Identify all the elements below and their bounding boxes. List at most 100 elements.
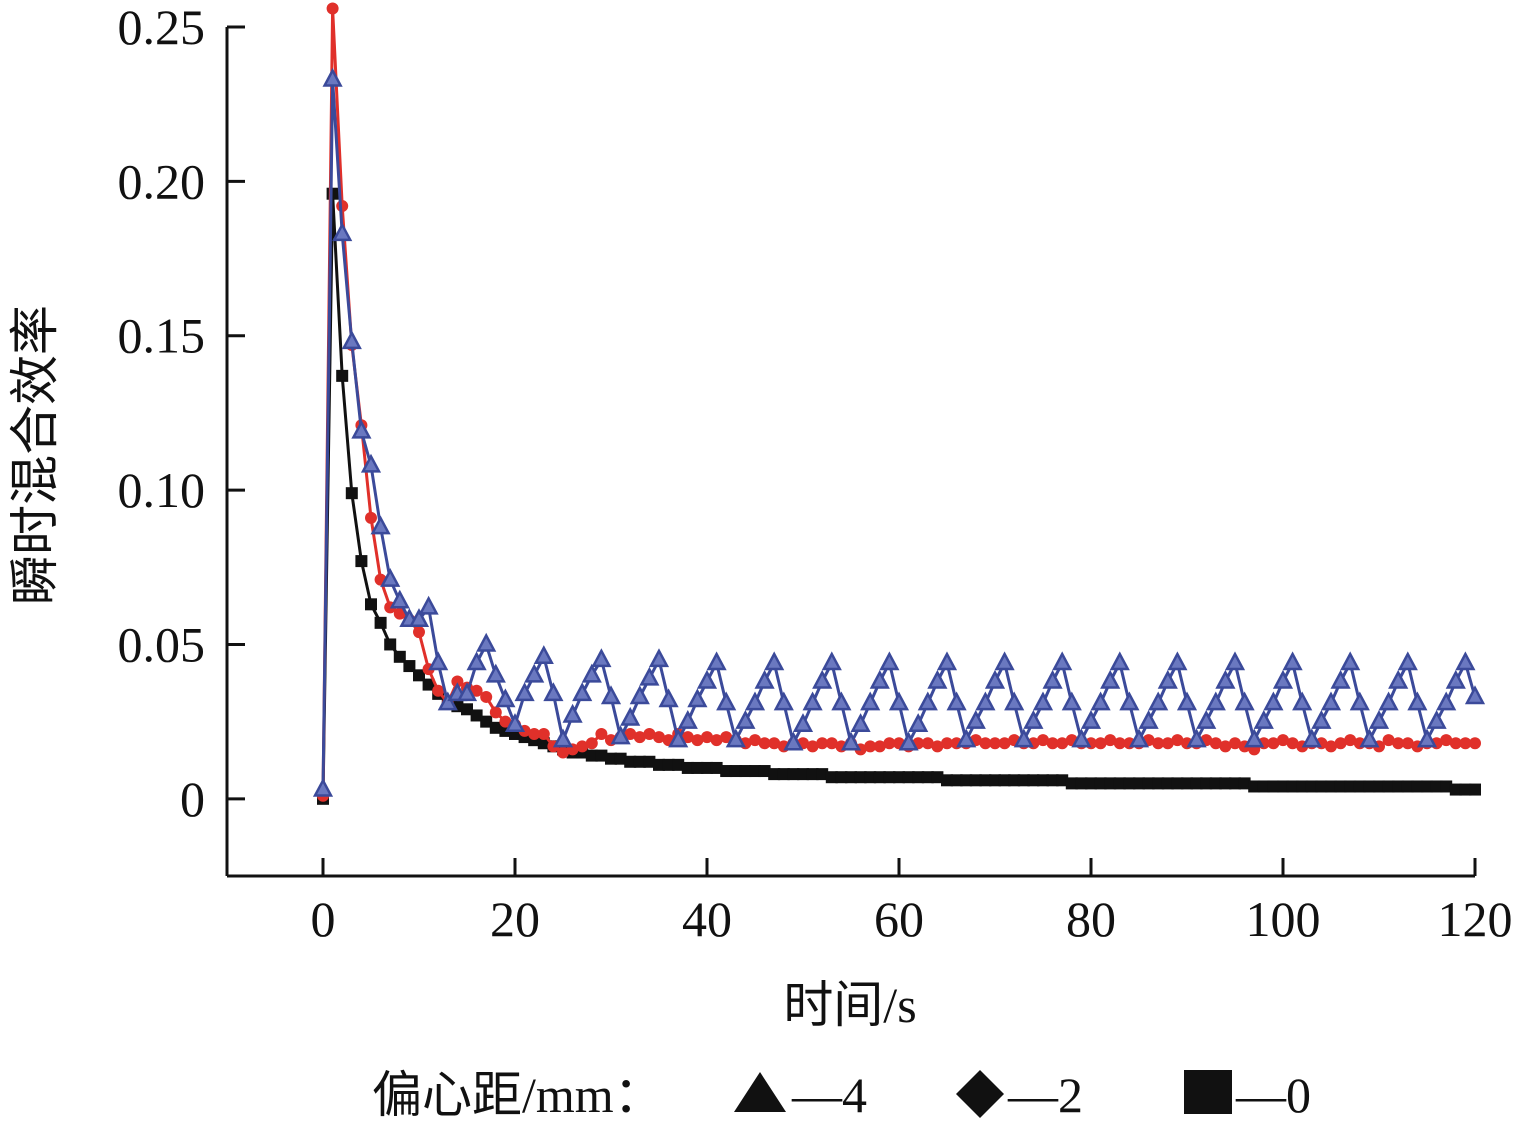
data-point-4	[581, 663, 602, 683]
legend-marker-diamond	[956, 1070, 1004, 1118]
data-point-0	[393, 650, 406, 663]
data-point-4	[533, 645, 554, 665]
data-point-2	[1037, 734, 1049, 747]
data-point-4	[850, 713, 871, 732]
data-point-4	[860, 691, 881, 711]
data-point-0	[470, 709, 483, 722]
data-point-4	[591, 648, 612, 668]
data-point-0	[1200, 777, 1213, 790]
data-point-0	[1363, 780, 1376, 793]
data-point-2	[470, 684, 483, 697]
data-point-4	[1119, 691, 1140, 711]
data-point-4	[572, 682, 593, 702]
data-point-2	[653, 731, 665, 744]
x-tick-label: 60	[874, 891, 924, 947]
data-point-0	[739, 765, 752, 778]
data-point-4	[322, 67, 343, 87]
data-point-4	[1301, 728, 1322, 748]
data-point-0	[384, 638, 397, 651]
data-point-2	[1334, 737, 1347, 750]
data-point-0	[768, 768, 781, 781]
data-point-0	[729, 765, 742, 778]
data-point-4	[437, 691, 458, 711]
data-point-2	[1046, 737, 1059, 750]
data-point-0	[1449, 783, 1462, 796]
data-point-0	[720, 765, 733, 778]
y-tick-label: 0.10	[118, 462, 206, 518]
data-point-0	[1094, 777, 1107, 790]
data-point-0	[1421, 780, 1433, 793]
data-point-0	[921, 771, 934, 784]
data-point-4	[1234, 691, 1255, 711]
data-point-0	[710, 761, 723, 774]
data-point-0	[777, 768, 790, 781]
data-point-4	[360, 453, 382, 473]
data-point-0	[662, 758, 675, 771]
data-point-4	[1042, 669, 1063, 689]
data-point-4	[1455, 651, 1476, 671]
data-point-4	[1368, 709, 1390, 729]
data-point-4	[1445, 669, 1466, 689]
data-point-0	[624, 755, 637, 768]
data-point-4	[351, 419, 372, 439]
data-point-0	[883, 771, 896, 784]
data-point-0	[873, 771, 886, 784]
data-point-0	[1209, 777, 1222, 790]
data-point-0	[864, 771, 877, 784]
data-point-4	[408, 608, 430, 628]
data-point-0	[643, 755, 656, 768]
data-point-0	[422, 678, 435, 691]
data-point-4	[1263, 691, 1284, 711]
data-point-4	[1426, 709, 1447, 729]
data-point-0	[1219, 777, 1232, 790]
data-point-4	[543, 682, 564, 702]
data-point-4	[629, 685, 650, 705]
data-point-0	[1440, 780, 1453, 793]
legend: 偏心距/mm： —4 —2 —0	[372, 1067, 1311, 1122]
data-point-0	[797, 768, 809, 781]
data-point-4	[687, 688, 708, 708]
data-point-2	[720, 731, 733, 744]
data-point-4	[312, 777, 334, 797]
data-point-2	[1056, 737, 1069, 750]
data-point-2	[710, 734, 723, 747]
data-point-4	[1205, 691, 1226, 711]
data-point-0	[1123, 777, 1136, 790]
x-axis-label: 时间/s	[783, 977, 916, 1033]
data-point-0	[1401, 780, 1414, 793]
data-point-4	[773, 691, 794, 711]
data-point-4	[418, 595, 439, 615]
data-point-0	[854, 771, 867, 784]
data-point-2	[365, 511, 377, 524]
data-point-4	[1253, 709, 1274, 729]
series-0	[317, 187, 1481, 805]
data-point-0	[614, 752, 627, 765]
data-point-4	[600, 685, 622, 705]
data-point-4	[1282, 651, 1303, 671]
data-point-0	[989, 774, 1001, 787]
data-point-2	[768, 737, 781, 750]
data-point-0	[1373, 780, 1385, 793]
data-point-0	[1142, 777, 1155, 790]
data-point-4	[466, 651, 487, 671]
data-point-2	[864, 740, 877, 753]
data-point-2	[489, 706, 502, 719]
data-point-0	[1430, 780, 1443, 793]
data-point-0	[672, 758, 685, 771]
data-point-4	[783, 731, 804, 751]
data-point-0	[787, 768, 800, 781]
data-point-0	[1161, 777, 1174, 790]
data-point-2	[1382, 734, 1395, 747]
data-point-2	[681, 731, 694, 744]
data-point-4	[1436, 691, 1457, 711]
data-point-0	[749, 765, 761, 778]
data-point-0	[1286, 780, 1299, 793]
data-point-4	[552, 728, 574, 748]
data-point-2	[883, 737, 896, 750]
data-point-2	[1469, 737, 1481, 750]
data-point-4	[956, 728, 977, 748]
data-point-4	[1080, 709, 1102, 729]
data-point-4	[1397, 651, 1418, 671]
data-point-4	[1109, 651, 1130, 671]
data-point-4	[1407, 691, 1428, 711]
